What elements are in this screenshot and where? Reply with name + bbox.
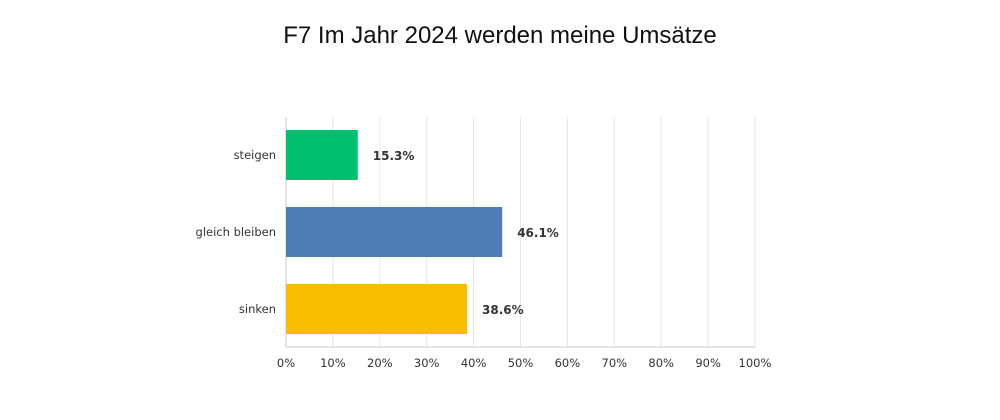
bar-sinken (286, 284, 468, 334)
x-tick-label: 90% (695, 356, 721, 370)
x-tick-label: 10% (320, 356, 346, 370)
value-label: 38.6% (482, 303, 524, 317)
x-tick-label: 30% (414, 356, 440, 370)
x-tick-label: 40% (461, 356, 487, 370)
x-tick-label: 80% (648, 356, 674, 370)
chart-title: F7 Im Jahr 2024 werden meine Umsätze (283, 22, 717, 49)
value-label: 15.3% (373, 149, 415, 163)
bar-steigen (286, 130, 358, 180)
x-tick-label: 100% (739, 356, 772, 370)
x-tick-label: 60% (555, 356, 581, 370)
x-tick-label: 0% (277, 356, 295, 370)
value-label: 46.1% (517, 226, 559, 240)
x-tick-label: 50% (508, 356, 534, 370)
category-label: steigen (234, 148, 276, 162)
category-label: sinken (239, 302, 276, 316)
bar-gleich-bleiben (286, 207, 503, 257)
x-tick-label: 20% (367, 356, 393, 370)
category-label: gleich bleiben (196, 225, 276, 239)
x-tick-label: 70% (602, 356, 628, 370)
